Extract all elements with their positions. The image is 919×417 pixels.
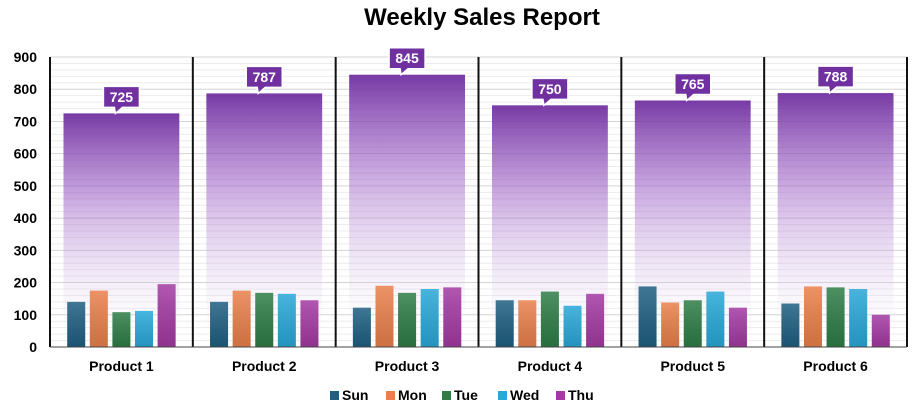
bar-shade [352, 307, 371, 347]
bar-shade [375, 285, 394, 347]
legend-swatch [556, 391, 565, 400]
legend-item-thu[interactable]: Thu [556, 387, 594, 403]
x-category-label: Product 4 [518, 358, 583, 374]
total-value-label: 765 [681, 76, 705, 92]
y-tick-label: 100 [14, 307, 38, 323]
legend-label: Mon [398, 387, 427, 403]
x-category-label: Product 6 [803, 358, 868, 374]
y-tick-label: 800 [14, 81, 38, 97]
legend-label: Thu [568, 387, 594, 403]
bar-shade [277, 293, 296, 347]
legend-label: Sun [342, 387, 368, 403]
total-callouts: 725 787 845 750 765 788 [102, 46, 855, 115]
bar-shade [495, 300, 514, 347]
legend-swatch [498, 391, 507, 400]
legend-swatch [330, 391, 339, 400]
total-value-label: 725 [110, 89, 134, 105]
total-callout-box [674, 72, 712, 102]
bar-shade [540, 291, 559, 347]
bar-shade [135, 310, 154, 347]
x-category-label: Product 1 [89, 358, 154, 374]
legend-item-tue[interactable]: Tue [442, 387, 478, 403]
total-callout-box [388, 46, 426, 77]
x-axis: Product 1 Product 2 Product 3 Product 4 Prod… [89, 358, 868, 374]
total-value-label: 750 [538, 81, 562, 97]
bar-shade [398, 292, 417, 347]
total-value-label: 845 [395, 50, 419, 66]
y-axis: 0 100 200 300 400 500 600 700 800 900 [14, 49, 38, 355]
y-tick-label: 600 [14, 146, 38, 162]
legend-label: Tue [454, 387, 478, 403]
bar-shade [67, 301, 86, 347]
bar-shade [89, 290, 108, 347]
y-tick-label: 400 [14, 210, 38, 226]
total-value-label: 787 [253, 69, 277, 85]
legend-item-wed[interactable]: Wed [498, 387, 539, 403]
y-tick-label: 300 [14, 242, 38, 258]
y-tick-label: 0 [29, 339, 37, 355]
bar-shade [728, 307, 747, 347]
bar-shade [420, 289, 439, 347]
y-tick-label: 200 [14, 275, 38, 291]
y-tick-label: 900 [14, 49, 38, 65]
chart-title: Weekly Sales Report [364, 4, 600, 31]
y-tick-label: 500 [14, 178, 38, 194]
bar-shade [826, 287, 845, 347]
bar-shade [706, 291, 725, 347]
separators [49, 57, 908, 348]
bar-shade [871, 314, 890, 347]
bar-shade [300, 300, 319, 347]
y-tick-label: 700 [14, 113, 38, 129]
legend-label: Wed [510, 387, 539, 403]
total-callout-box [816, 65, 855, 95]
bar-shade [661, 302, 680, 347]
total-value-label: 788 [824, 69, 848, 85]
bar-shade [563, 305, 582, 347]
total-callout-box [531, 77, 569, 107]
bar-shade [781, 303, 800, 347]
x-category-label: Product 2 [232, 358, 297, 374]
bar-shade [255, 292, 274, 347]
bar-shade [443, 287, 462, 347]
bar-shade [849, 289, 868, 347]
legend-swatch [442, 391, 451, 400]
bar-shade [157, 284, 176, 347]
bar-shade [683, 300, 702, 347]
legend-item-sun[interactable]: Sun [330, 387, 368, 403]
x-category-label: Product 3 [375, 358, 440, 374]
bar-shade [232, 290, 251, 347]
legend-swatch [386, 391, 395, 400]
bar-shade [518, 300, 537, 347]
total-callout-box [102, 85, 141, 115]
x-category-label: Product 5 [660, 358, 725, 374]
bar-shade [586, 293, 605, 347]
total-callout-box [245, 65, 283, 95]
day-bars [67, 284, 890, 347]
bar-shade [112, 312, 131, 347]
legend-item-mon[interactable]: Mon [386, 387, 427, 403]
legend[interactable]: Sun Mon Tue Wed Thu [330, 387, 594, 403]
bar-shade [803, 286, 822, 347]
bar-shade [638, 286, 657, 347]
bar-shade [210, 301, 229, 347]
